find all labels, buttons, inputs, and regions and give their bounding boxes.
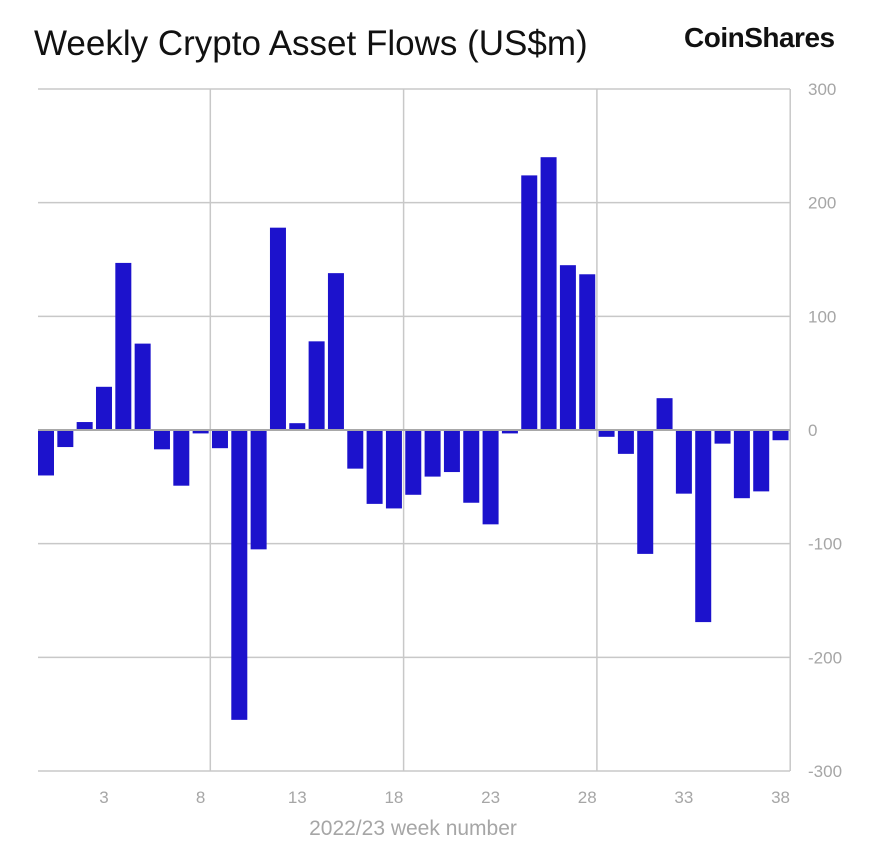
bar [617,430,634,454]
y-tick-label: 300 [808,80,836,99]
bar [714,430,731,444]
bar [521,175,538,430]
bar [501,430,518,434]
bars [38,157,789,720]
x-tick-label: 8 [196,788,205,807]
x-axis-label: 2022/23 week number [309,817,517,840]
bar [289,423,306,430]
bar [250,430,267,550]
bar [424,430,441,477]
bar [95,386,112,430]
bar [579,274,596,430]
bar [153,430,170,450]
bar [772,430,789,441]
bar [559,265,576,430]
bar [134,343,151,430]
bar [211,430,228,449]
bar [637,430,654,554]
bar [540,157,557,430]
bar [733,430,750,499]
coinshares-logo: CoinShares [684,22,835,53]
bar [695,430,712,623]
bar [269,227,286,430]
bar [327,273,344,430]
bar [173,430,190,486]
y-tick-label: -300 [808,762,842,781]
y-tick-label: 100 [808,307,836,326]
x-tick-label: 13 [288,788,307,807]
bar [76,422,93,430]
x-tick-label: 38 [771,788,790,807]
bar [463,430,480,503]
x-tick-label: 33 [674,788,693,807]
bar [405,430,422,495]
bar [38,430,54,476]
bar [347,430,364,469]
bar [598,430,615,437]
bar [308,341,325,430]
bar [656,398,673,430]
y-tick-label: 0 [808,421,817,440]
x-tick-label: 28 [578,788,597,807]
chart-title: Weekly Crypto Asset Flows (US$m) [34,24,588,63]
x-tick-label: 3 [99,788,108,807]
bar [482,430,499,525]
x-tick-label: 23 [481,788,500,807]
bar [753,430,770,492]
bar [675,430,692,494]
y-tick-label: -200 [808,648,842,667]
bar [385,430,402,509]
bar [115,262,132,430]
bar [231,430,248,720]
bar [443,430,460,473]
bar [366,430,383,504]
x-tick-label: 18 [384,788,403,807]
bar [57,430,74,448]
y-tick-label: -100 [808,535,842,554]
y-tick-label: 200 [808,194,836,213]
bar [192,430,209,434]
